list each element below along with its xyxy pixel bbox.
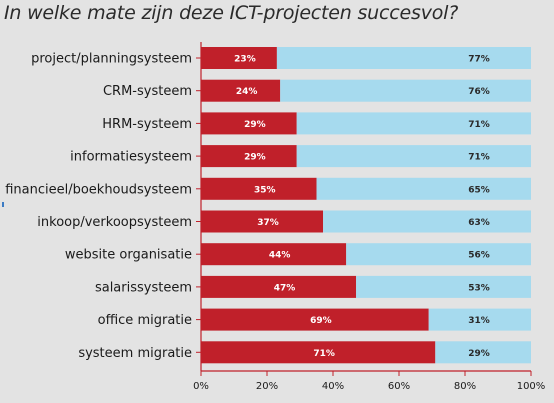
data-label-red: 37% xyxy=(257,218,279,228)
category-label: website organisatie xyxy=(65,248,192,263)
data-label-blue: 31% xyxy=(468,316,490,326)
bar-segment-red xyxy=(201,341,436,364)
bar-segment-red xyxy=(201,308,429,331)
data-label-blue: 53% xyxy=(468,283,490,293)
bar-segment-red xyxy=(201,79,281,102)
data-label-blue: 71% xyxy=(468,153,490,163)
bar-segment-blue xyxy=(276,47,531,69)
data-label-red: 29% xyxy=(244,120,266,130)
data-label-blue: 71% xyxy=(468,120,490,130)
bar-segment-red xyxy=(201,112,297,135)
bar-segment-blue xyxy=(323,210,531,233)
category-label: CRM-systeem xyxy=(103,84,192,99)
data-label-red: 71% xyxy=(313,349,335,359)
data-label-blue: 65% xyxy=(468,185,490,195)
bar-segment-red xyxy=(201,210,324,233)
bar-segment-red xyxy=(201,145,297,168)
bar-segment-blue xyxy=(428,308,531,331)
bar-segment-blue xyxy=(346,243,531,266)
bar-segment-red xyxy=(201,177,317,200)
category-label: project/planningsysteem xyxy=(31,52,192,67)
data-label-blue: 29% xyxy=(468,349,490,359)
x-tick-label: 80% xyxy=(454,381,476,392)
data-label-red: 44% xyxy=(269,251,291,261)
data-label-red: 35% xyxy=(254,185,276,195)
category-label: HRM-systeem xyxy=(102,117,192,132)
x-tick-label: 0% xyxy=(193,381,209,392)
chart-title: In welke mate zijn deze ICT-projecten su… xyxy=(4,2,459,24)
data-label-red: 24% xyxy=(236,87,258,97)
x-tick-label: 20% xyxy=(256,381,278,392)
data-label-blue: 63% xyxy=(468,218,490,228)
left-edge-mark xyxy=(2,202,4,207)
bar-segment-red xyxy=(201,47,277,69)
bar-segment-blue xyxy=(356,275,531,298)
category-label: inkoop/verkoopsysteem xyxy=(37,215,192,230)
bar-segment-blue xyxy=(296,145,531,168)
x-tick-label: 40% xyxy=(322,381,344,392)
bar-segment-red xyxy=(201,275,357,298)
data-label-red: 23% xyxy=(234,55,256,65)
x-tick-label: 100% xyxy=(517,381,546,392)
bar-segment-blue xyxy=(435,341,531,364)
bar-segment-blue xyxy=(316,177,531,200)
data-label-red: 69% xyxy=(310,316,332,326)
data-label-blue: 76% xyxy=(468,87,490,97)
data-label-red: 29% xyxy=(244,153,266,163)
x-tick-label: 60% xyxy=(388,381,410,392)
category-label: financieel/boekhoudsysteem xyxy=(5,182,192,197)
bar-segment-red xyxy=(201,243,347,266)
bar-segment-blue xyxy=(280,79,531,102)
category-label: systeem migratie xyxy=(78,346,192,361)
data-label-red: 47% xyxy=(274,283,296,293)
data-label-blue: 77% xyxy=(468,55,490,65)
category-label: informatiesysteem xyxy=(70,150,192,165)
category-label: salarissysteem xyxy=(95,280,192,295)
category-label: office migratie xyxy=(98,313,192,328)
bar-segment-blue xyxy=(296,112,531,135)
data-label-blue: 56% xyxy=(468,251,490,261)
